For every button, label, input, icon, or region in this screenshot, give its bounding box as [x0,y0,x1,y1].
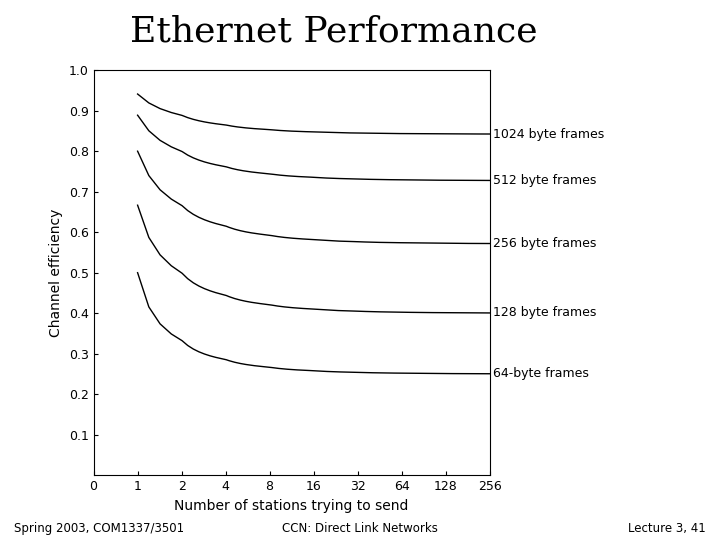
Text: Lecture 3, 41: Lecture 3, 41 [628,522,706,535]
X-axis label: Number of stations trying to send: Number of stations trying to send [174,498,409,512]
Text: 512 byte frames: 512 byte frames [493,174,596,187]
Text: 1024 byte frames: 1024 byte frames [493,127,604,140]
Text: 64-byte frames: 64-byte frames [493,367,589,380]
Text: Ethernet Performance: Ethernet Performance [130,15,537,49]
Text: Spring 2003, COM1337/3501: Spring 2003, COM1337/3501 [14,522,184,535]
Y-axis label: Channel efficiency: Channel efficiency [49,208,63,337]
Text: 256 byte frames: 256 byte frames [493,237,596,250]
Text: CCN: Direct Link Networks: CCN: Direct Link Networks [282,522,438,535]
Text: 128 byte frames: 128 byte frames [493,306,596,320]
